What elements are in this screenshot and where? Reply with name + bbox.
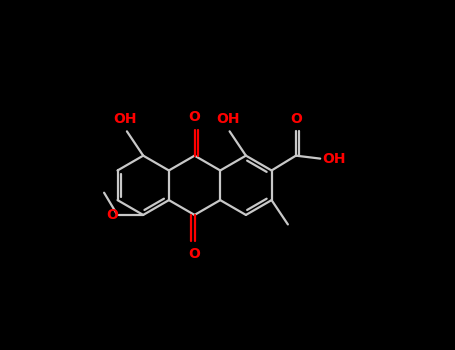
Text: OH: OH — [113, 112, 136, 126]
Text: O: O — [189, 110, 201, 124]
Text: O: O — [106, 208, 118, 222]
Text: OH: OH — [216, 112, 239, 126]
Text: O: O — [290, 112, 302, 126]
Text: O: O — [189, 247, 201, 261]
Text: OH: OH — [322, 152, 346, 166]
